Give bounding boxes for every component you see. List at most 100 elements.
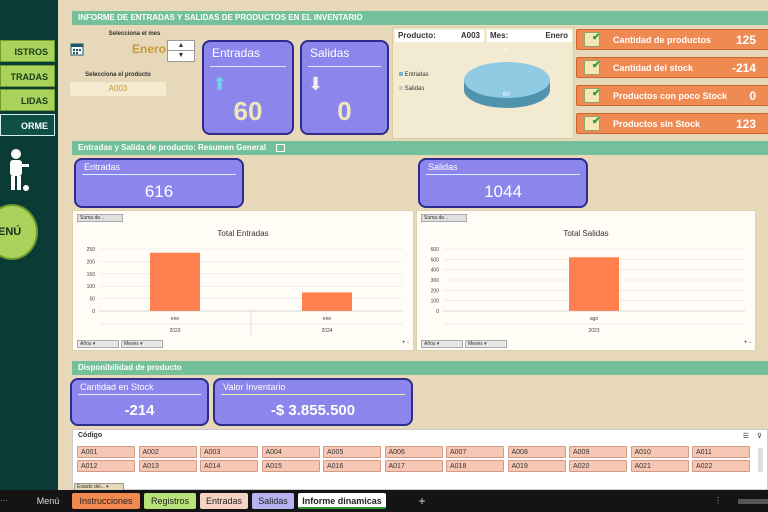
x-group-label: 2024 xyxy=(321,328,332,334)
dashboard: INFORME DE ENTRADAS Y SALIDAS DE PRODUCT… xyxy=(62,0,768,490)
informe-button[interactable]: ORME xyxy=(0,114,55,136)
product-label: Selecciona el producto xyxy=(85,72,151,78)
x-tick-label: ene xyxy=(323,316,332,322)
worker-icon xyxy=(10,149,29,191)
sidebar: ISTROS TRADAS LIDAS ORME ENÚ xyxy=(0,0,58,490)
salidas-button[interactable]: LIDAS xyxy=(0,89,55,111)
summary-salidas: Salidas 1044 xyxy=(418,158,588,208)
entradas-button[interactable]: TRADAS xyxy=(0,65,55,87)
code-item[interactable]: A010 xyxy=(630,446,689,458)
chart-entradas-title: Total Entradas xyxy=(217,229,269,238)
salidas-card-label: Salidas xyxy=(310,46,350,60)
salidas-card-value: 0 xyxy=(337,96,352,126)
sum-field-button[interactable]: Suma de... xyxy=(77,214,123,222)
code-item[interactable]: A004 xyxy=(261,446,320,458)
calendar-icon xyxy=(70,42,86,58)
salidas-card: Salidas ⬇ 0 xyxy=(300,40,389,135)
y-tick-label: 200 xyxy=(87,259,96,265)
month-value[interactable]: Enero xyxy=(131,42,166,56)
multiselect-icon[interactable]: ☰ xyxy=(742,433,749,440)
years-filter[interactable]: Años ▾ xyxy=(421,340,463,348)
month-spinner[interactable]: ▲ ▼ xyxy=(167,40,195,62)
code-item[interactable]: A012 xyxy=(77,460,135,472)
code-item[interactable]: A001 xyxy=(77,446,135,458)
code-item[interactable]: A013 xyxy=(138,460,197,472)
bar xyxy=(150,252,200,311)
tab-menu[interactable]: Menú xyxy=(36,496,60,506)
arrow-down-icon: ⬇ xyxy=(308,74,324,94)
y-tick-label: 0 xyxy=(436,309,439,315)
options-icon[interactable]: ⋮ xyxy=(714,496,722,505)
codigo-slicer: Código ☰ ⊽ A001 A002 A003 A004 A005 A006 A007 A… xyxy=(72,429,768,490)
code-item[interactable]: A006 xyxy=(384,446,443,458)
bar xyxy=(569,257,619,311)
pie-value-label: 60 xyxy=(503,92,510,98)
product-value[interactable]: A003 xyxy=(70,82,166,96)
code-item[interactable]: A016 xyxy=(323,460,381,472)
y-tick-label: 50 xyxy=(89,297,95,303)
sheet-tabs: ⋯ Menú Instrucciones Registros Entradas … xyxy=(0,490,768,512)
code-item[interactable]: A019 xyxy=(507,460,566,472)
expand-collapse-icon[interactable]: + - xyxy=(743,340,751,346)
mes-field: Mes: Enero xyxy=(487,30,572,42)
menu-button[interactable]: ENÚ xyxy=(0,204,38,260)
months-filter[interactable]: Meses ▾ xyxy=(465,340,507,348)
x-group-label: 2023 xyxy=(169,328,180,334)
stock-card: Cantidad en Stock -214 xyxy=(70,378,209,426)
code-item[interactable]: A017 xyxy=(384,460,443,472)
presentation-icon xyxy=(276,143,286,152)
code-item[interactable]: A015 xyxy=(261,460,320,472)
code-item[interactable]: A018 xyxy=(446,460,504,472)
chart-entradas-svg: 250 200 150 100 50 0 ene 2023 ene 2024 xyxy=(87,247,403,335)
report-title: INFORME DE ENTRADAS Y SALIDAS DE PRODUCT… xyxy=(72,11,768,25)
sum-field-button[interactable]: Suma de... xyxy=(421,214,467,222)
y-tick-label: 400 xyxy=(431,268,440,274)
expand-collapse-icon[interactable]: + - xyxy=(401,340,409,346)
section-resumen-title: Entradas y Salida de producto: Resumen G… xyxy=(72,141,768,155)
tab-informe-dinamicas[interactable]: Informe dinamicas xyxy=(298,493,386,509)
code-item[interactable]: A008 xyxy=(507,446,566,458)
y-tick-label: 200 xyxy=(431,288,440,294)
scrollbar[interactable] xyxy=(758,448,763,472)
y-tick-label: 150 xyxy=(87,272,96,278)
producto-field: Producto: A003 xyxy=(395,30,484,42)
code-item[interactable]: A007 xyxy=(446,446,504,458)
tab-instrucciones[interactable]: Instrucciones xyxy=(72,493,140,509)
month-label: Selecciona el mes xyxy=(108,31,161,37)
section-disponibilidad-title: Disponibilidad de producto xyxy=(72,361,768,375)
spin-up-icon[interactable]: ▲ xyxy=(168,41,194,51)
code-item[interactable]: A021 xyxy=(630,460,689,472)
chart-entradas: Suma de... Total Entradas 250 200 150 100 50… xyxy=(72,210,414,351)
valor-card: Valor Inventario -$ 3.855.500 xyxy=(213,378,413,426)
horizontal-scrollbar[interactable] xyxy=(738,499,768,504)
checklist-icon xyxy=(584,32,600,47)
y-tick-label: 500 xyxy=(431,257,440,263)
tab-entradas[interactable]: Entradas xyxy=(200,493,248,509)
code-item[interactable]: A009 xyxy=(569,446,627,458)
months-filter[interactable]: Meses ▾ xyxy=(121,340,163,348)
code-item[interactable]: A014 xyxy=(200,460,258,472)
code-item[interactable]: A011 xyxy=(692,446,750,458)
tab-salidas[interactable]: Salidas xyxy=(252,493,294,509)
clear-filter-icon[interactable]: ⊽ xyxy=(756,433,762,440)
y-tick-label: 100 xyxy=(431,299,440,305)
spin-down-icon[interactable]: ▼ xyxy=(177,52,185,59)
code-item[interactable]: A020 xyxy=(569,460,627,472)
arrow-up-icon: ⬆ xyxy=(212,74,228,94)
y-tick-label: 250 xyxy=(87,247,96,253)
code-item[interactable]: A022 xyxy=(692,460,750,472)
codigo-header: Código xyxy=(78,432,103,439)
code-item[interactable]: A005 xyxy=(323,446,381,458)
entradas-card: Entradas ⬆ 60 xyxy=(202,40,294,135)
registros-button[interactable]: ISTROS xyxy=(0,40,55,62)
add-sheet-icon[interactable]: + xyxy=(418,494,426,508)
code-item[interactable]: A003 xyxy=(200,446,258,458)
checklist-icon xyxy=(584,60,600,75)
more-icon[interactable]: ⋯ xyxy=(0,496,8,505)
years-filter[interactable]: Años ▾ xyxy=(77,340,119,348)
tab-registros[interactable]: Registros xyxy=(144,493,196,509)
summary-entradas: Entradas 616 xyxy=(74,158,244,208)
code-item[interactable]: A002 xyxy=(138,446,197,458)
